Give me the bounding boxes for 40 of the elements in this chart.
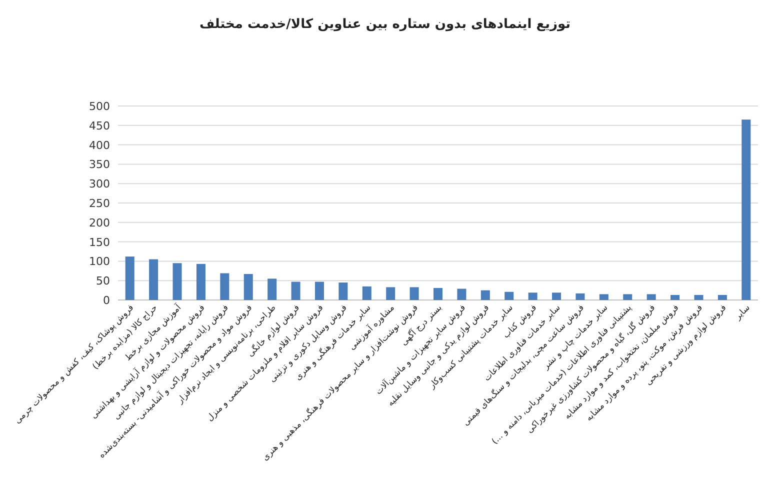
bar [338, 282, 348, 300]
y-tick-label: 50 [96, 274, 110, 288]
bar [125, 256, 134, 300]
bar [433, 288, 443, 300]
bar [670, 294, 680, 300]
bar [314, 282, 324, 300]
y-tick-label: 200 [89, 216, 110, 230]
bar [244, 274, 253, 300]
bar [742, 120, 751, 300]
y-tick-label: 250 [89, 197, 110, 210]
y-tick-label: 500 [89, 100, 110, 113]
bar [718, 294, 727, 300]
y-tick-label: 150 [89, 236, 110, 249]
y-tick-label: 300 [89, 178, 110, 191]
bar [410, 287, 419, 300]
bar [646, 294, 656, 300]
y-tick-label: 350 [89, 158, 110, 172]
bar [599, 294, 608, 300]
y-tick-label: 450 [89, 119, 110, 132]
bar [480, 290, 490, 300]
bar [552, 292, 562, 300]
y-tick-label: 100 [89, 255, 110, 268]
bar [196, 264, 206, 300]
x-tick-label: سایر [732, 303, 752, 323]
bar [504, 292, 514, 300]
bar [457, 288, 466, 300]
bar [172, 263, 182, 300]
bar [694, 294, 704, 300]
bar [220, 273, 230, 300]
chart-title: توزیع اینمادهای بدون ستاره بین عناوین کالا/خدمت مختلف [199, 17, 571, 32]
bar [149, 259, 158, 300]
bar [386, 287, 396, 300]
bar [268, 278, 277, 300]
bar [576, 293, 585, 300]
y-tick-label: 0 [103, 294, 110, 307]
y-tick-label: 400 [89, 138, 110, 152]
bar [291, 282, 300, 300]
bar [362, 286, 372, 300]
bar [623, 294, 632, 300]
bar [528, 292, 538, 300]
